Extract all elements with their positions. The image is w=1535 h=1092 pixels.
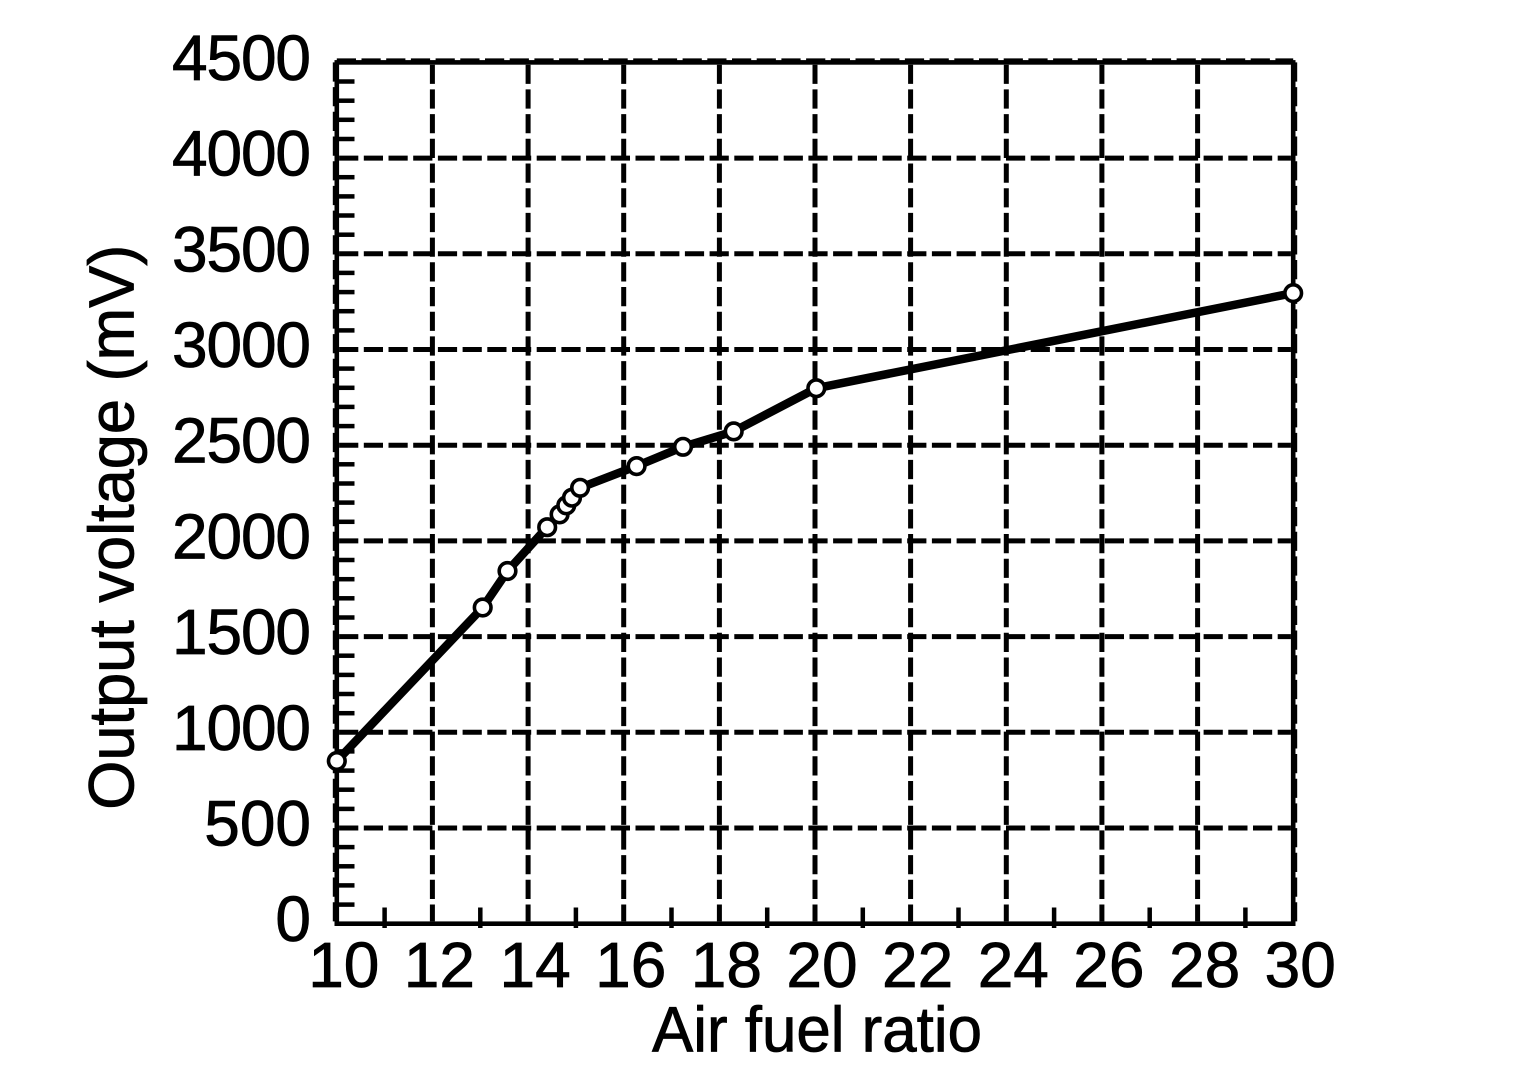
svg-text:2000: 2000 xyxy=(172,500,311,572)
svg-text:4500: 4500 xyxy=(172,22,311,94)
svg-text:3500: 3500 xyxy=(172,213,311,285)
svg-text:12: 12 xyxy=(404,929,475,1001)
svg-text:3000: 3000 xyxy=(172,309,311,381)
svg-text:1000: 1000 xyxy=(172,692,311,764)
svg-text:1500: 1500 xyxy=(172,596,311,668)
svg-text:0: 0 xyxy=(275,883,311,955)
svg-text:Air fuel ratio: Air fuel ratio xyxy=(652,994,982,1066)
svg-text:2500: 2500 xyxy=(172,405,311,477)
svg-text:14: 14 xyxy=(500,929,571,1001)
svg-text:Output voltage (mV): Output voltage (mV) xyxy=(76,245,148,810)
svg-text:22: 22 xyxy=(882,929,953,1001)
svg-text:18: 18 xyxy=(691,929,762,1001)
svg-text:24: 24 xyxy=(978,929,1049,1001)
svg-text:16: 16 xyxy=(595,929,666,1001)
svg-text:26: 26 xyxy=(1073,929,1144,1001)
svg-text:10: 10 xyxy=(308,929,379,1001)
svg-text:500: 500 xyxy=(204,788,311,860)
svg-text:4000: 4000 xyxy=(172,118,311,190)
svg-text:30: 30 xyxy=(1265,929,1336,1001)
svg-text:20: 20 xyxy=(786,929,857,1001)
svg-text:28: 28 xyxy=(1169,929,1240,1001)
